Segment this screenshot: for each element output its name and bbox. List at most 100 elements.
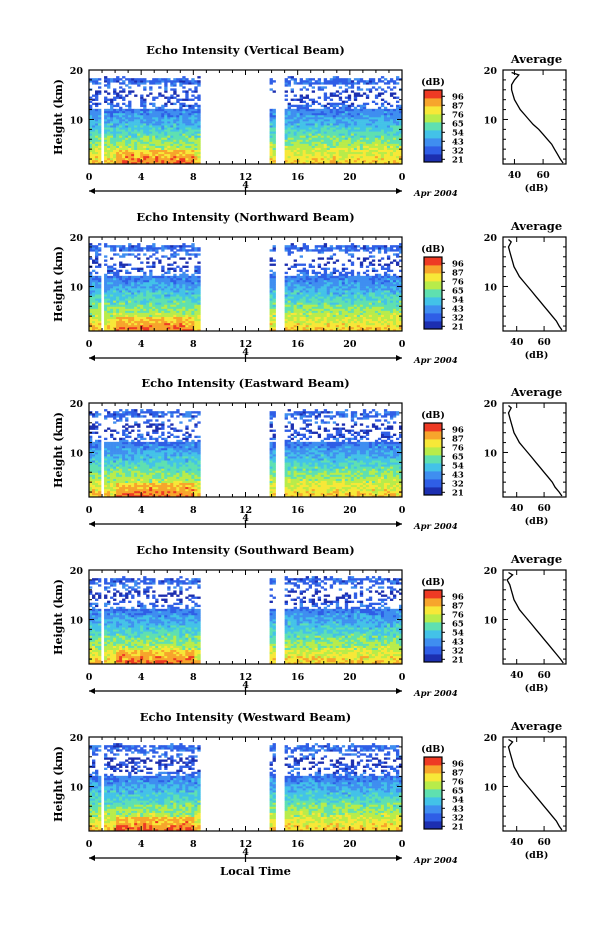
heatmap-cell xyxy=(287,161,291,165)
heatmap-cell xyxy=(113,281,117,285)
heatmap-cell xyxy=(356,94,361,97)
heatmap-cell xyxy=(311,121,316,124)
heatmap-cell xyxy=(143,318,147,322)
heatmap-cell xyxy=(188,322,192,326)
heatmap-cell xyxy=(98,119,102,122)
heatmap-cell xyxy=(329,304,334,307)
heatmap-cell xyxy=(164,284,168,287)
heatmap-cell xyxy=(314,304,319,307)
heatmap-cell xyxy=(173,155,177,159)
heatmap-cell xyxy=(131,290,135,293)
heatmap-cell xyxy=(332,308,337,311)
heatmap-cell xyxy=(128,253,132,256)
heatmap-cell xyxy=(359,312,364,315)
heatmap-cell xyxy=(290,161,294,165)
heatmap-cell xyxy=(305,153,309,157)
heatmap-cell xyxy=(365,102,370,106)
heatmap-cell xyxy=(311,82,316,85)
heatmap-cell xyxy=(92,259,96,262)
heatmap-cell xyxy=(272,245,276,248)
heatmap-cell xyxy=(128,80,132,83)
heatmap-cell xyxy=(131,267,135,270)
heatmap-cell xyxy=(188,328,192,332)
heatmap-cell xyxy=(368,292,373,295)
heatmap-cell xyxy=(347,82,352,85)
heatmap-cell xyxy=(122,112,126,116)
heatmap-cell xyxy=(344,273,349,277)
heatmap-cell xyxy=(161,302,165,305)
heatmap-cell xyxy=(158,294,162,297)
heatmap-cell xyxy=(338,322,343,326)
heatmap-cell xyxy=(134,149,138,153)
heatmap-cell xyxy=(170,147,174,150)
heatmap-cell xyxy=(146,110,150,114)
heatmap-cell xyxy=(317,326,322,330)
heatmap-cell xyxy=(128,123,132,126)
heatmap-cell xyxy=(185,286,189,289)
heatmap-cell xyxy=(119,112,123,116)
heatmap-cell xyxy=(326,312,331,315)
heatmap-cell xyxy=(152,302,156,305)
heatmap-cell xyxy=(287,267,291,270)
heatmap-cell xyxy=(341,284,346,287)
heatmap-cell xyxy=(182,314,186,317)
heatmap-cell xyxy=(140,143,144,146)
heatmap-cell xyxy=(287,251,291,254)
heatmap-cell xyxy=(155,310,159,313)
heatmap-cell xyxy=(272,108,276,112)
heatmap-cell xyxy=(152,249,156,252)
heatmap-cell xyxy=(173,261,177,264)
heatmap-cell xyxy=(284,135,288,138)
heatmap-cell xyxy=(179,279,183,283)
heatmap-cell xyxy=(170,125,174,128)
heatmap-cell xyxy=(284,143,288,146)
heatmap-cell xyxy=(392,143,397,146)
heatmap-cell xyxy=(179,119,183,122)
heatmap-cell xyxy=(143,292,147,295)
heatmap-cell xyxy=(383,143,388,146)
heatmap-cell xyxy=(134,318,138,322)
heatmap-cell xyxy=(122,316,126,320)
heatmap-cell xyxy=(122,143,126,146)
heatmap-cell xyxy=(311,125,316,128)
heatmap-cell xyxy=(323,292,328,295)
heatmap-cell xyxy=(398,139,403,142)
heatmap-cell xyxy=(143,151,147,155)
heatmap-cell xyxy=(95,102,99,106)
heatmap-cell xyxy=(137,137,141,140)
heatmap-cell xyxy=(299,117,303,120)
heatmap-cell xyxy=(179,306,183,309)
heatmap-cell xyxy=(326,277,331,281)
heatmap-cell xyxy=(122,310,126,313)
heatmap-cell xyxy=(272,145,276,148)
heatmap-cell xyxy=(158,135,162,138)
heatmap-cell xyxy=(332,135,337,138)
heatmap-cell xyxy=(140,310,144,313)
heatmap-cell xyxy=(371,117,376,120)
heatmap-cell xyxy=(308,292,313,295)
heatmap-cell xyxy=(107,288,111,291)
heatmap-cell xyxy=(335,275,340,279)
heatmap-cell xyxy=(122,263,126,266)
heatmap-cell xyxy=(179,143,183,146)
heatmap-cell xyxy=(347,296,352,299)
heatmap-cell xyxy=(335,284,340,287)
heatmap-cell xyxy=(302,153,306,157)
heatmap-cell xyxy=(398,129,403,132)
heatmap-cell xyxy=(338,137,343,140)
heatmap-cell xyxy=(194,267,198,270)
heatmap-cell xyxy=(311,286,316,289)
heatmap-cell xyxy=(353,98,358,101)
heatmap-cell xyxy=(176,290,180,293)
heatmap-cell xyxy=(356,139,361,142)
heatmap-cell xyxy=(386,137,391,140)
heatmap-cell xyxy=(359,114,364,118)
heatmap-cell xyxy=(89,155,93,159)
heatmap-cell xyxy=(182,117,186,120)
heatmap-cell xyxy=(359,104,364,108)
heatmap-cell xyxy=(290,127,294,130)
heatmap-cell xyxy=(134,153,138,157)
heatmap-cell xyxy=(350,112,355,116)
heatmap-cell xyxy=(302,139,306,142)
heatmap-cell xyxy=(338,141,343,144)
